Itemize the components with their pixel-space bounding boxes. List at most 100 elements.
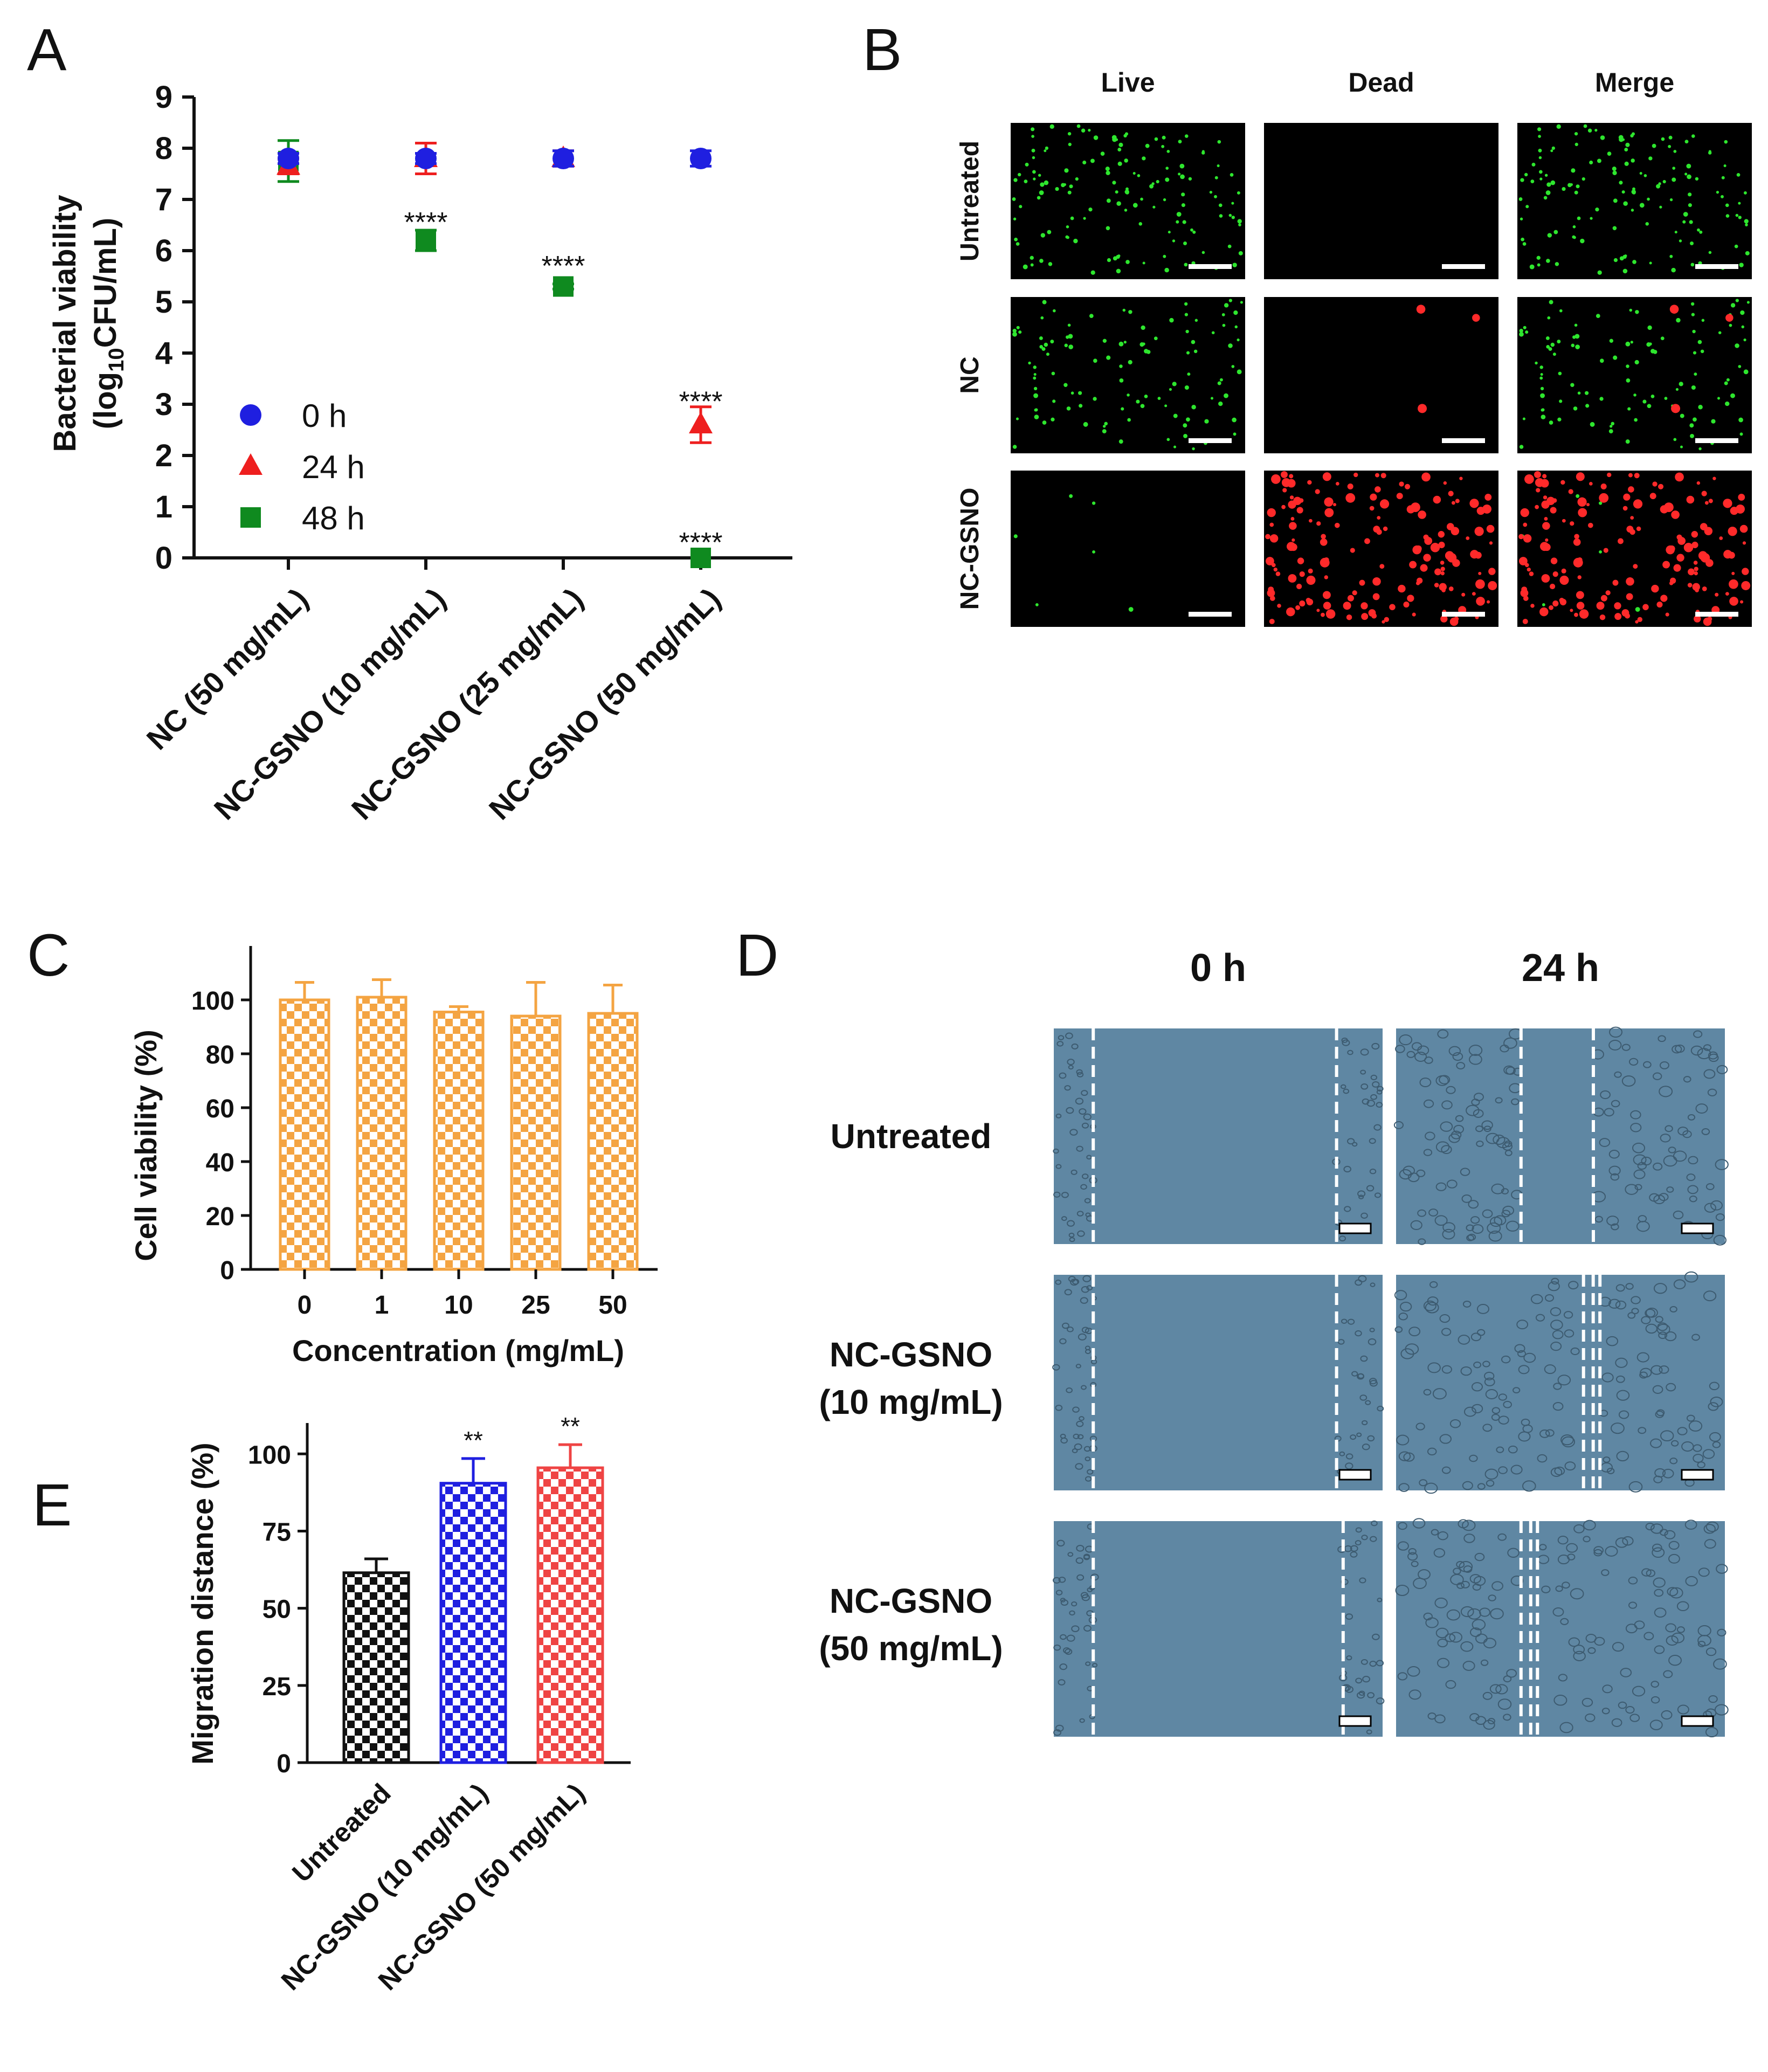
panel-b-live-cell (1549, 300, 1553, 305)
panel-d-cell (1618, 1410, 1629, 1419)
panel-d-cell (1439, 1314, 1451, 1323)
panel-b-live-cell (1117, 161, 1122, 166)
panel-d-cell (1551, 1277, 1559, 1285)
panel-b-live-cell (1574, 334, 1580, 339)
panel-b-dead-cell (1455, 499, 1460, 503)
panel-b-live-cell (1132, 171, 1136, 175)
panel-d-cell (1557, 1536, 1569, 1545)
panel-d-micrograph (1054, 1275, 1383, 1490)
panel-d-cell (1460, 1580, 1470, 1588)
panel-b-live-cell (1142, 261, 1145, 265)
panel-d-cell (1573, 1650, 1586, 1661)
panel-d-cell (1639, 1371, 1648, 1379)
panel-d-cell (1614, 1071, 1622, 1078)
panel-d-cell (1397, 1672, 1408, 1681)
panel-b-live-cell (1531, 162, 1536, 167)
panel-b-column-label: Live (1101, 67, 1155, 98)
panel-b-live-cell (1552, 353, 1556, 356)
panel-d-cell (1557, 1375, 1571, 1386)
panel-b-dead-cell (1434, 568, 1441, 576)
panel-b-live-cell (1736, 172, 1741, 177)
panel-b-dead-cell (1587, 522, 1593, 528)
panel-b-live-cell (1558, 371, 1562, 376)
panel-b-dead-cell (1290, 517, 1295, 521)
panel-letter-a: A (27, 17, 67, 83)
panel-d-cell (1060, 1598, 1066, 1603)
panel-b-dead-cell (1739, 524, 1748, 533)
panel-d-cell (1437, 1029, 1449, 1039)
panel-b-dead-cell (1576, 591, 1584, 599)
panel-b-live-cell (1163, 254, 1166, 258)
panel-b-dead-cell (1475, 551, 1482, 559)
panel-d-cell (1466, 1224, 1474, 1232)
panel-d-cell (1517, 1350, 1527, 1357)
panel-b-dead-cell (1730, 507, 1738, 515)
panel-b-dead-cell (1542, 522, 1550, 530)
panel-d-cell (1367, 1435, 1375, 1442)
panel-e-ytick-label: 75 (263, 1518, 291, 1546)
panel-b-live-cell (1612, 167, 1617, 171)
panel-d-cell (1705, 1726, 1718, 1738)
panel-d-cell (1487, 1222, 1501, 1234)
panel-d-cell (1361, 1535, 1368, 1541)
panel-d-cell (1372, 1633, 1380, 1640)
panel-b-live-cell (1039, 259, 1044, 263)
panel-b-row-label: Untreated (956, 141, 984, 261)
panel-b-live-cell (1688, 203, 1692, 208)
panel-d-cell (1448, 1046, 1461, 1056)
panel-b-dead-cell (1379, 499, 1390, 509)
panel-d-cell (1342, 1039, 1350, 1046)
panel-d-cell (1442, 1228, 1455, 1240)
panel-b-live-cell (1626, 364, 1629, 368)
panel-b-live-cell (1164, 267, 1169, 273)
panel-b-live-cell (1624, 161, 1629, 166)
panel-d-cell (1419, 1479, 1428, 1487)
panel-b-dead-cell (1277, 604, 1281, 608)
panel-b-micrograph (1264, 123, 1498, 279)
panel-d-cell (1677, 1704, 1689, 1715)
panel-d-cell (1396, 1434, 1410, 1446)
panel-d-cell (1461, 1194, 1472, 1203)
panel-d-cell (1712, 1441, 1721, 1448)
panel-d-cell (1408, 1689, 1421, 1700)
panel-d-cell (1668, 1655, 1682, 1666)
panel-b-live-cell (1106, 198, 1111, 203)
panel-d-cell (1498, 1393, 1507, 1401)
panel-b-dead-cell (1626, 593, 1633, 600)
panel-b-live-cell (1044, 149, 1047, 153)
panel-c-bar (433, 1011, 485, 1271)
panel-d-cell (1545, 1294, 1555, 1302)
panel-d-cell (1442, 1222, 1455, 1233)
panel-d-cell (1501, 1210, 1511, 1218)
panel-d-cell (1398, 1483, 1410, 1492)
panel-b-live-cell (1201, 151, 1205, 155)
panel-b-dead-cell (1544, 517, 1548, 521)
panel-b-live-cell (1106, 170, 1110, 175)
panel-d-cell (1652, 1072, 1662, 1080)
panel-b-live-cell (1166, 149, 1170, 153)
panel-b-live-cell (1073, 238, 1078, 244)
panel-b-dead-cell (1448, 586, 1454, 591)
panel-a-significance: **** (679, 527, 723, 558)
panel-d-cell (1418, 1569, 1431, 1580)
panel-d-cell (1606, 1467, 1615, 1474)
panel-b-live-cell (1093, 397, 1097, 401)
panel-a-xtick-label: NC-GSNO (25 mg/mL) (345, 582, 590, 826)
panel-b-dead-cell (1325, 609, 1336, 619)
panel-e-ytick-label: 25 (263, 1673, 291, 1701)
panel-d-cell (1460, 1366, 1472, 1376)
panel-b-live-cell (1071, 391, 1074, 395)
panel-b-live-cell (1724, 401, 1730, 406)
panel-d-cell (1434, 1714, 1446, 1724)
panel-d-cell (1432, 1388, 1447, 1400)
panel-b-live-cell (1659, 205, 1662, 209)
panel-d-cell (1085, 1661, 1091, 1666)
panel-d-cell (1601, 1708, 1610, 1715)
panel-d-cell (1660, 1430, 1674, 1442)
panel-b-live-cell (1144, 349, 1149, 354)
panel-d-cell (1358, 1690, 1365, 1696)
panel-b-live-cell (1172, 382, 1177, 386)
panel-b-live-cell (1551, 146, 1556, 150)
panel-d-cell (1510, 1575, 1524, 1586)
panel-b-live-cell (1735, 299, 1739, 302)
